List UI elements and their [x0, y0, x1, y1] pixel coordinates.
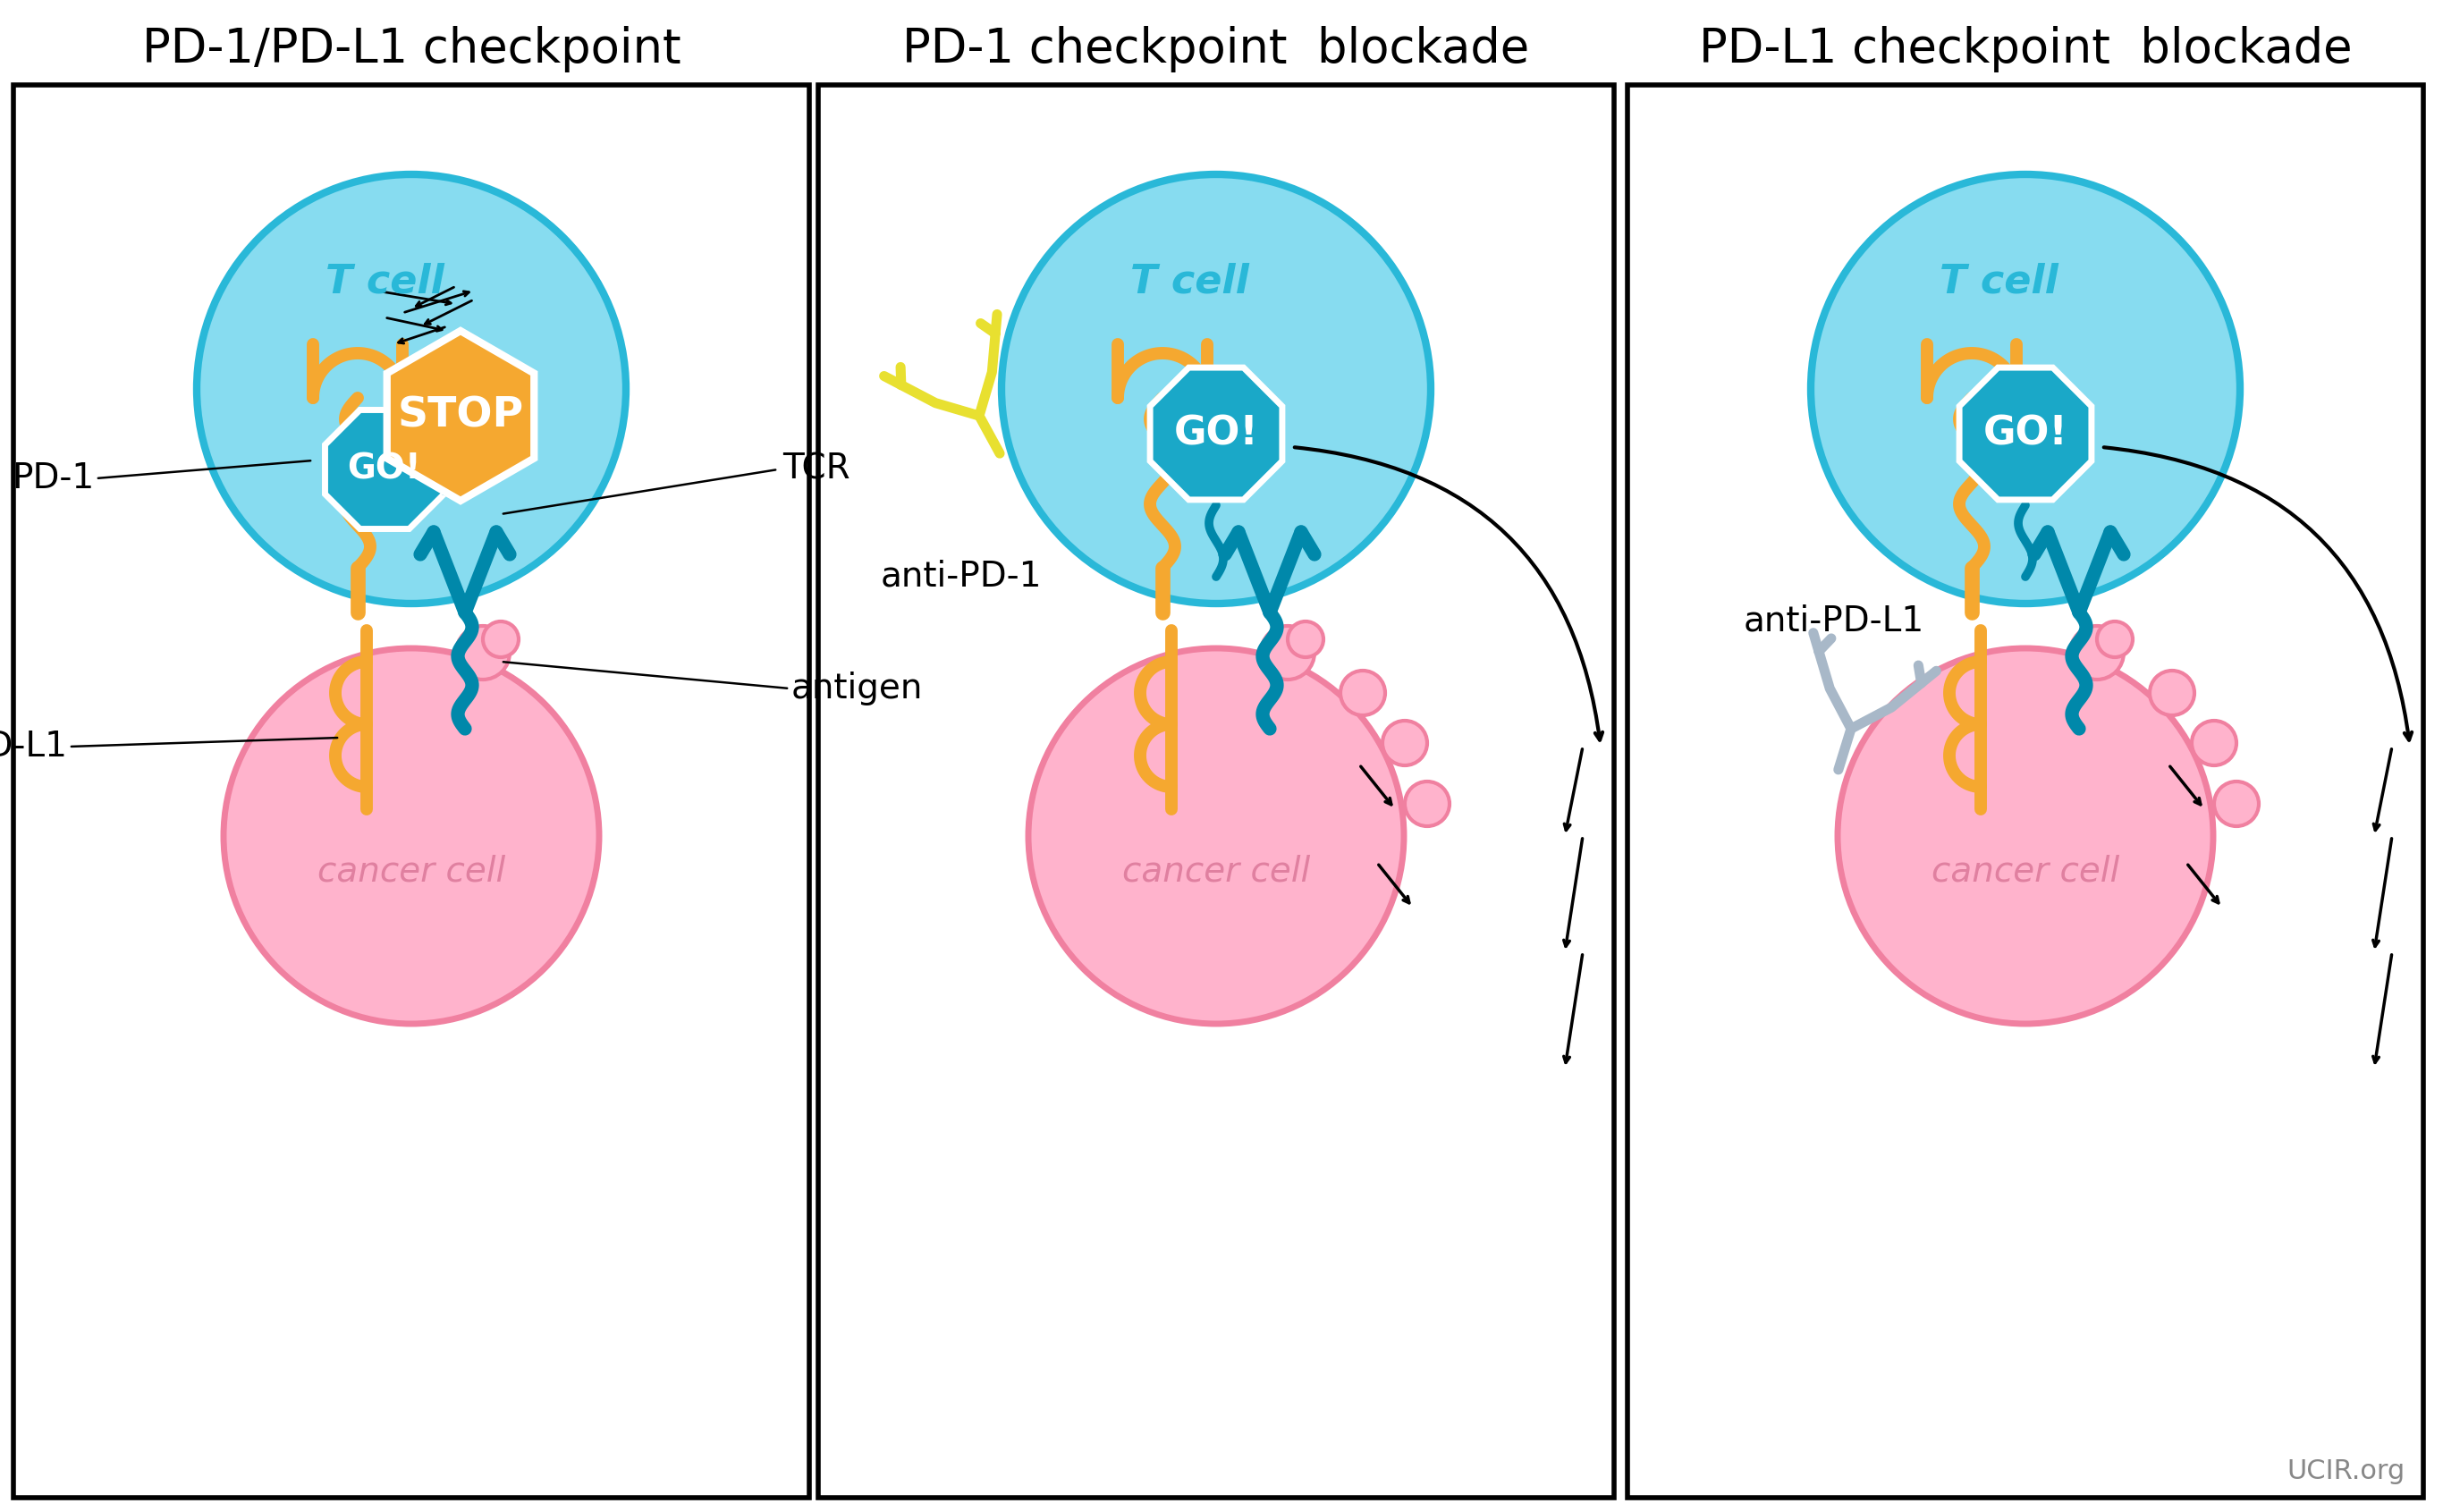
Polygon shape: [1151, 367, 1283, 500]
Circle shape: [1405, 782, 1449, 826]
FancyBboxPatch shape: [1627, 85, 2423, 1498]
Circle shape: [2069, 626, 2123, 679]
Polygon shape: [1959, 367, 2091, 500]
Text: PD-1: PD-1: [12, 461, 93, 496]
Text: anti-PD-L1: anti-PD-L1: [1744, 605, 1925, 638]
Text: PD-L1: PD-L1: [0, 730, 66, 764]
Circle shape: [1002, 174, 1432, 603]
Text: PD-1/PD-L1 checkpoint: PD-1/PD-L1 checkpoint: [142, 26, 682, 73]
Circle shape: [2213, 782, 2260, 826]
Text: STOP: STOP: [398, 396, 523, 435]
Polygon shape: [386, 331, 535, 500]
Circle shape: [1383, 721, 1427, 765]
Text: T cell: T cell: [1940, 263, 2057, 301]
Circle shape: [225, 649, 599, 1024]
Circle shape: [1837, 649, 2213, 1024]
Text: GO!: GO!: [1984, 414, 2067, 454]
Circle shape: [2191, 721, 2235, 765]
Circle shape: [1261, 626, 1314, 679]
Circle shape: [2096, 621, 2133, 658]
Text: PD-L1 checkpoint  blockade: PD-L1 checkpoint blockade: [1698, 26, 2353, 73]
Circle shape: [1810, 174, 2240, 603]
FancyBboxPatch shape: [818, 85, 1615, 1498]
Text: T cell: T cell: [1131, 263, 1248, 301]
Text: antigen: antigen: [792, 671, 923, 706]
Text: GO!: GO!: [347, 452, 423, 487]
Circle shape: [1341, 671, 1385, 715]
Text: GO!: GO!: [1173, 414, 1258, 454]
Circle shape: [198, 174, 625, 603]
Text: cancer cell: cancer cell: [318, 854, 506, 889]
Text: TCR: TCR: [782, 452, 850, 487]
Polygon shape: [325, 410, 445, 529]
Text: UCIR.org: UCIR.org: [2287, 1459, 2406, 1485]
Text: anti-PD-1: anti-PD-1: [879, 559, 1043, 593]
Circle shape: [2150, 671, 2194, 715]
Circle shape: [484, 621, 518, 658]
Text: cancer cell: cancer cell: [1932, 854, 2121, 889]
Text: cancer cell: cancer cell: [1121, 854, 1309, 889]
FancyBboxPatch shape: [12, 85, 809, 1498]
Circle shape: [1287, 621, 1324, 658]
Circle shape: [1029, 649, 1405, 1024]
Text: PD-1 checkpoint  blockade: PD-1 checkpoint blockade: [901, 26, 1529, 73]
Text: T cell: T cell: [325, 263, 445, 301]
Circle shape: [457, 626, 511, 679]
